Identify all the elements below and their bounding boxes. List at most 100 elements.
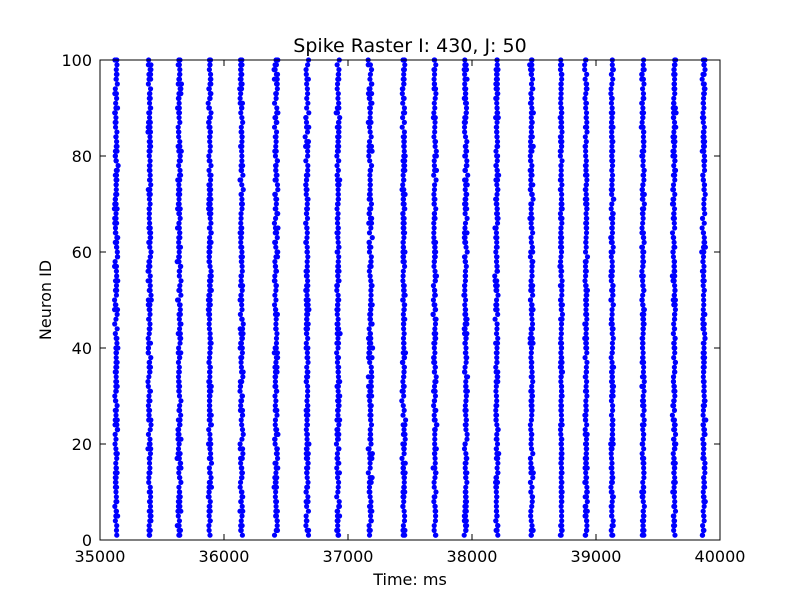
spike-point [146, 263, 152, 269]
spike-point [366, 249, 373, 255]
spike-point [114, 143, 120, 149]
spike-point [335, 76, 341, 82]
spike-point [239, 470, 245, 476]
spike-point [584, 129, 590, 135]
spike-point [207, 292, 213, 298]
spike-point [146, 523, 152, 529]
spike-point [367, 417, 374, 423]
spike-point [177, 139, 183, 145]
spike-point [528, 211, 534, 217]
y-tick-label: 40 [72, 339, 92, 358]
spike-point [334, 105, 340, 111]
spike-point [431, 182, 438, 188]
spike-point [178, 479, 184, 485]
spike-point [529, 388, 535, 394]
spike-point [431, 215, 437, 221]
spike-point [559, 158, 565, 164]
spike-point [337, 393, 343, 399]
spike-point [206, 167, 212, 173]
spike-point [671, 311, 678, 317]
spike-point [432, 494, 438, 500]
spike-point [273, 470, 279, 476]
spike-point [304, 355, 310, 361]
spike-point [273, 134, 279, 140]
spike-point [272, 441, 278, 447]
spike-point [175, 62, 181, 68]
spike-point [609, 67, 616, 73]
spike-point [462, 422, 468, 428]
spike-point [274, 110, 280, 116]
spike-point [671, 518, 677, 524]
spike-point [528, 287, 534, 293]
spike-point [641, 475, 647, 481]
spike-point [207, 316, 213, 322]
spike-point [178, 292, 184, 298]
spike-point [273, 359, 279, 365]
spike-point [112, 148, 119, 154]
spike-point [368, 100, 374, 106]
spike-point [238, 489, 245, 495]
spike-point [206, 355, 213, 361]
spike-point [463, 196, 469, 202]
spike-point [670, 110, 677, 116]
spike-point [583, 158, 589, 164]
spike-point [239, 139, 245, 145]
spike-point [608, 355, 614, 361]
spike-point [367, 465, 373, 471]
spike-point [207, 139, 213, 145]
spike-point [207, 499, 213, 505]
spike-point [146, 95, 152, 101]
spike-point [640, 254, 646, 260]
spike-point [367, 508, 373, 514]
spike-point [401, 355, 408, 361]
spike-point [366, 95, 372, 101]
spike-point [609, 220, 616, 226]
spike-point [147, 494, 154, 500]
spike-point [431, 76, 437, 82]
spike-point [147, 273, 153, 279]
spike-point [609, 407, 616, 413]
spike-point [494, 263, 500, 269]
spike-point [272, 407, 278, 413]
spike-point [640, 479, 646, 485]
spike-point [208, 163, 214, 169]
spike-point [206, 158, 212, 164]
spike-point [145, 403, 152, 409]
spike-point [431, 187, 438, 193]
spike-point [671, 67, 677, 73]
spike-point [400, 254, 406, 260]
spike-point [274, 355, 281, 361]
spike-point [432, 465, 438, 471]
spike-point [272, 191, 278, 197]
spike-point [640, 220, 646, 226]
spike-point [304, 326, 311, 332]
spike-point [238, 86, 245, 92]
spike-point [464, 455, 470, 461]
spike-point [399, 455, 405, 461]
spike-point [239, 115, 245, 121]
spike-point [146, 139, 152, 145]
y-tick-label: 80 [72, 147, 92, 166]
spike-point [528, 278, 534, 284]
spike-point [305, 143, 311, 149]
spike-point [583, 244, 589, 250]
spike-point [641, 177, 647, 183]
spike-point [147, 283, 153, 289]
spike-point [365, 470, 371, 476]
spike-point [528, 235, 534, 241]
spike-point [494, 268, 500, 274]
spike-point [336, 446, 342, 452]
spike-point [207, 263, 213, 269]
y-tick-label: 100 [61, 51, 92, 70]
spike-point [558, 167, 564, 173]
spike-point [641, 311, 647, 317]
spike-point [304, 422, 310, 428]
spike-point [431, 71, 438, 77]
spike-point [672, 177, 678, 183]
spike-point [303, 71, 309, 77]
spike-point [559, 417, 565, 423]
spike-point [431, 100, 437, 106]
spike-point [528, 139, 534, 145]
spike-point [462, 259, 468, 265]
